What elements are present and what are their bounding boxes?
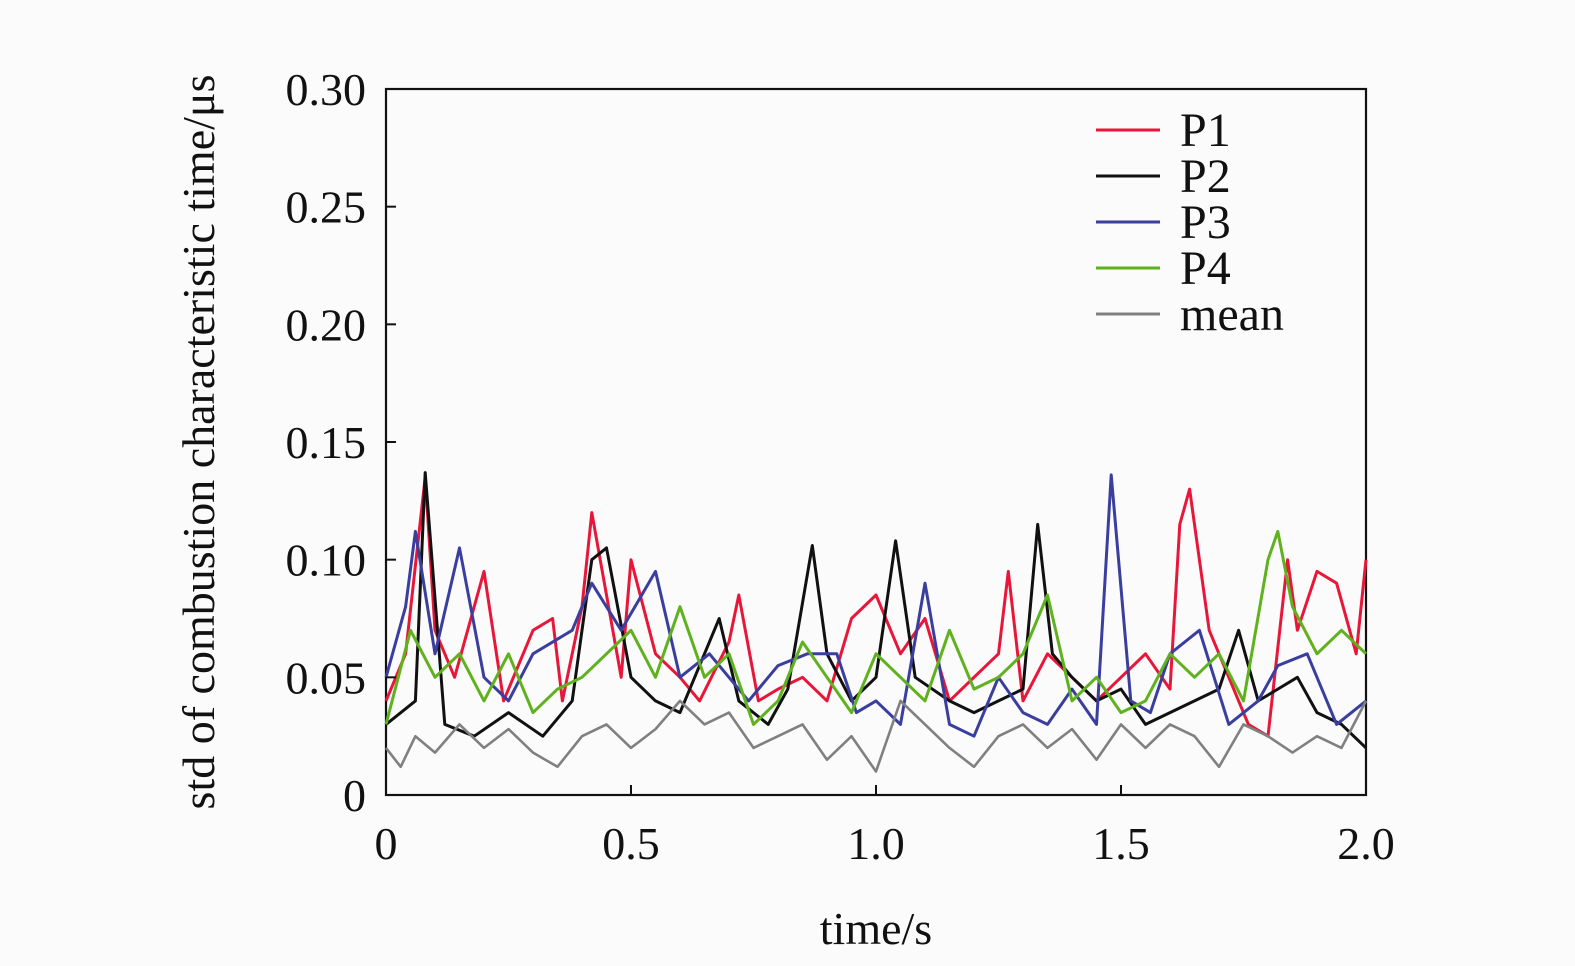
y-tick-label: 0.20 bbox=[286, 299, 367, 350]
tick-layer: 0 0.5 1.0 1.5 2.0 0 0.05 0.10 0.15 0.20 0.25 0.30 bbox=[286, 64, 1395, 869]
series-line-p4 bbox=[384, 529, 1368, 726]
x-tick-label: 2.0 bbox=[1337, 818, 1395, 869]
legend-label-p1: P1 bbox=[1180, 104, 1231, 157]
x-tick-label: 0.5 bbox=[602, 818, 660, 869]
series-line-p2 bbox=[385, 471, 1368, 749]
series-line-mean bbox=[384, 699, 1368, 773]
y-tick-label: 0.25 bbox=[286, 182, 367, 233]
legend-label-p2: P2 bbox=[1180, 150, 1231, 203]
x-axis-title: time/s bbox=[820, 903, 932, 954]
y-tick-label: 0 bbox=[343, 770, 366, 821]
x-tick-label: 1.0 bbox=[847, 818, 905, 869]
x-tick-label: 1.5 bbox=[1092, 818, 1150, 869]
series-line-p3 bbox=[384, 473, 1367, 738]
legend-label-p4: P4 bbox=[1180, 242, 1231, 295]
y-tick-label: 0.05 bbox=[286, 652, 367, 703]
y-tick-label: 0.15 bbox=[286, 417, 367, 468]
legend-label-mean: mean bbox=[1180, 288, 1284, 341]
x-tick-label: 0 bbox=[375, 818, 398, 869]
y-axis-title: std of combustion characteristic time/μs bbox=[173, 75, 224, 810]
y-tick-label: 0.10 bbox=[286, 535, 367, 586]
y-tick-label: 0.30 bbox=[286, 64, 367, 115]
series-layer bbox=[384, 471, 1368, 773]
legend-label-p3: P3 bbox=[1180, 196, 1231, 249]
